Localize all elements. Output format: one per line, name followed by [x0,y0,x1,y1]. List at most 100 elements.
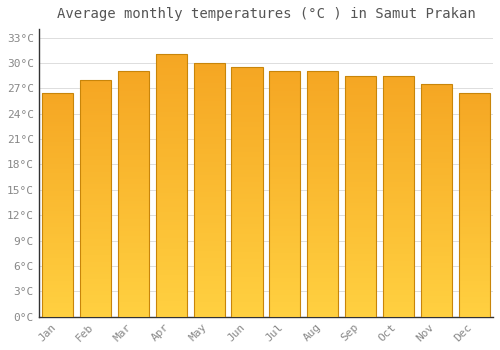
Bar [42,240,74,243]
Bar [270,138,300,140]
Bar [194,314,224,317]
Bar [42,128,74,131]
Bar [118,290,149,292]
Bar [42,140,74,142]
Bar [80,236,111,239]
Bar [156,272,187,275]
Bar [156,141,187,144]
Bar [307,297,338,300]
Bar [232,312,262,314]
Bar [421,208,452,210]
Bar [156,162,187,164]
Bar [42,95,74,97]
Bar [383,211,414,213]
Bar [458,144,490,146]
Bar [421,263,452,266]
Bar [80,160,111,163]
Bar [270,140,300,142]
Bar [458,171,490,173]
Bar [421,315,452,317]
Bar [421,219,452,222]
Bar [42,108,74,111]
Bar [232,122,262,125]
Bar [345,76,376,78]
Bar [345,278,376,281]
Bar [345,276,376,278]
Bar [421,135,452,138]
Bar [42,245,74,247]
Bar [383,305,414,307]
Bar [194,243,224,246]
Bar [42,256,74,259]
Bar [118,292,149,295]
Bar [194,203,224,205]
Bar [232,267,262,270]
Bar [270,226,300,229]
Bar [270,164,300,167]
Bar [42,146,74,149]
Bar [156,293,187,296]
Bar [307,312,338,314]
Bar [421,312,452,315]
Bar [80,92,111,94]
Bar [458,175,490,178]
Bar [232,92,262,94]
Bar [156,199,187,201]
Bar [421,228,452,231]
Bar [421,149,452,152]
Bar [118,312,149,314]
Bar [383,146,414,148]
Bar [194,195,224,197]
Bar [118,209,149,211]
Bar [383,114,414,117]
Bar [421,217,452,219]
Bar [118,231,149,233]
Bar [383,155,414,158]
Bar [232,272,262,274]
Bar [421,138,452,140]
Bar [383,175,414,177]
Bar [270,79,300,81]
Bar [156,136,187,138]
Bar [458,205,490,207]
Bar [232,97,262,100]
Bar [307,275,338,278]
Bar [421,166,452,168]
Bar [345,232,376,235]
Bar [156,280,187,283]
Bar [458,97,490,99]
Bar [232,242,262,244]
Bar [232,134,262,137]
Bar [421,291,452,294]
Bar [458,162,490,164]
Bar [307,179,338,182]
Bar [307,71,338,317]
Bar [80,205,111,208]
Bar [80,231,111,234]
Bar [345,216,376,218]
Bar [118,98,149,101]
Bar [156,178,187,180]
Bar [118,71,149,74]
Bar [307,84,338,86]
Bar [307,103,338,106]
Bar [80,251,111,253]
Bar [42,276,74,279]
Bar [42,113,74,115]
Bar [307,211,338,214]
Bar [42,99,74,102]
Bar [458,142,490,144]
Bar [383,179,414,182]
Bar [118,268,149,270]
Bar [307,251,338,253]
Bar [156,238,187,241]
Bar [42,281,74,283]
Bar [270,133,300,135]
Bar [118,81,149,84]
Bar [383,290,414,293]
Bar [42,119,74,122]
Bar [383,283,414,286]
Bar [383,268,414,271]
Bar [194,63,224,65]
Bar [307,304,338,307]
